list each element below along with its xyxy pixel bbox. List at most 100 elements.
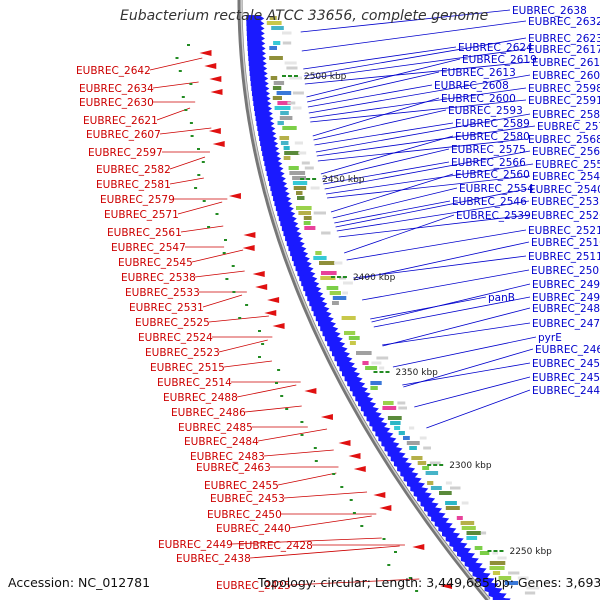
right-connector-line: [321, 136, 453, 174]
feature-dot: [197, 174, 200, 176]
left-connector-line: [237, 385, 296, 397]
left-connector-line: [192, 250, 243, 262]
right-gene-label: EUBREC_2451: [532, 372, 600, 384]
right-gene-label: EUBREC_2540: [529, 184, 600, 196]
gc-content-mark: [379, 367, 384, 370]
cog-category-block: [431, 486, 442, 490]
cog-category-block: [462, 526, 476, 530]
cog-category-block: [409, 446, 417, 450]
cog-category-block: [422, 466, 429, 470]
right-gene-label: EUBREC_2554: [459, 183, 534, 195]
right-gene-label: EUBREC_2589: [455, 118, 530, 130]
cog-category-block: [411, 456, 422, 460]
right-gene-label: panB: [488, 292, 515, 304]
left-connector-line: [150, 58, 202, 70]
cog-category-block: [284, 156, 291, 160]
feature-dot: [232, 291, 235, 293]
gc-content-mark: [525, 592, 535, 595]
right-gene-label: EUBREC_2456: [532, 358, 600, 370]
cog-category-block: [296, 191, 303, 195]
feature-dot: [238, 317, 241, 319]
left-gene-label: EUBREC_2597: [88, 147, 163, 159]
gc-content-mark: [311, 187, 320, 190]
feature-dot: [191, 135, 194, 137]
cog-category-block: [332, 301, 339, 305]
feature-dot: [258, 330, 261, 332]
left-gene-label: EUBREC_2449: [158, 539, 233, 551]
left-connector-line: [290, 516, 372, 528]
left-connector-line: [203, 295, 242, 307]
right-gene-label: EUBREC_2535: [531, 196, 600, 208]
gc-content-mark: [342, 292, 348, 295]
feature-dot: [179, 70, 182, 72]
gc-content-mark: [305, 167, 314, 170]
cog-category-block: [273, 86, 281, 90]
feature-dot: [187, 44, 190, 46]
right-gene-label: EUBREC_2600: [441, 93, 516, 105]
feature-dot: [203, 200, 206, 202]
reverse-gene-arrow: [273, 323, 285, 329]
feature-dot: [207, 226, 210, 228]
reverse-gene-arrow: [412, 544, 424, 550]
left-gene-label: EUBREC_2581: [96, 179, 171, 191]
feature-dot: [197, 148, 200, 150]
cog-category-block: [289, 166, 299, 170]
cog-category-block: [370, 386, 377, 390]
reverse-gene-arrow: [204, 63, 216, 69]
feature-dot: [202, 161, 205, 163]
left-connector-line: [224, 361, 272, 367]
right-gene-label: EUBREC_2575: [451, 144, 526, 156]
left-gene-label: EUBREC_2428: [238, 540, 313, 552]
right-gene-label: EUBREC_2482: [532, 303, 600, 315]
tick-label: 2250 kbp: [509, 547, 552, 557]
reverse-gene-arrow: [373, 492, 385, 498]
reverse-gene-arrow: [211, 89, 223, 95]
right-gene-label: EUBREC_2546: [452, 196, 527, 208]
feature-dot: [394, 551, 397, 553]
feature-dot: [315, 460, 318, 462]
cog-category-block: [490, 566, 505, 570]
cog-category-block: [278, 121, 284, 125]
left-gene-label: EUBREC_2515: [150, 362, 225, 374]
tick-label: 2350 kbp: [395, 368, 438, 378]
right-gene-label: EUBREC_2568: [528, 134, 600, 146]
cog-category-block: [330, 291, 341, 295]
gc-content-mark: [287, 102, 295, 105]
gc-content-mark: [321, 232, 330, 235]
feature-dot: [224, 239, 227, 241]
feature-dot: [182, 96, 185, 98]
cog-category-block: [293, 181, 307, 185]
accession-text: Accession: NC_012781: [8, 575, 150, 590]
cog-category-block: [418, 461, 427, 465]
cog-category-block: [382, 406, 396, 410]
right-gene-label: EUBREC_2603: [532, 70, 600, 82]
cog-category-block: [407, 441, 420, 445]
right-gene-label: EUBREC_2505: [531, 265, 600, 277]
gc-content-mark: [302, 162, 310, 165]
cog-category-block: [466, 536, 477, 540]
cog-category-block: [490, 561, 506, 565]
left-gene-label: EUBREC_2538: [121, 272, 196, 284]
feature-dot: [261, 343, 264, 345]
left-gene-label: EUBREC_2561: [107, 227, 182, 239]
feature-dot: [275, 382, 278, 384]
right-gene-label: EUBREC_2516: [531, 237, 600, 249]
left-gene-label: EUBREC_2438: [176, 553, 251, 565]
right-connector-line: [347, 230, 526, 260]
right-connector-line: [334, 201, 450, 223]
reverse-gene-arrow: [354, 466, 366, 472]
left-connector-line: [284, 492, 367, 498]
right-gene-label: EUBREC_2624: [458, 42, 533, 54]
reverse-gene-arrow: [255, 284, 267, 290]
right-gene-label: EUBREC_2566: [451, 157, 526, 169]
cog-category-block: [342, 316, 356, 320]
left-gene-label: EUBREC_2463: [196, 462, 271, 474]
left-gene-label: EUBREC_2607: [86, 129, 161, 141]
reverse-gene-arrow: [209, 128, 221, 134]
cog-category-block: [390, 421, 401, 425]
right-gene-label: EUBREC_2462: [535, 344, 600, 356]
right-connector-line: [393, 337, 536, 367]
cog-category-block: [298, 211, 311, 215]
gc-content-mark: [285, 62, 297, 65]
right-gene-label: EUBREC_2577: [537, 121, 600, 133]
